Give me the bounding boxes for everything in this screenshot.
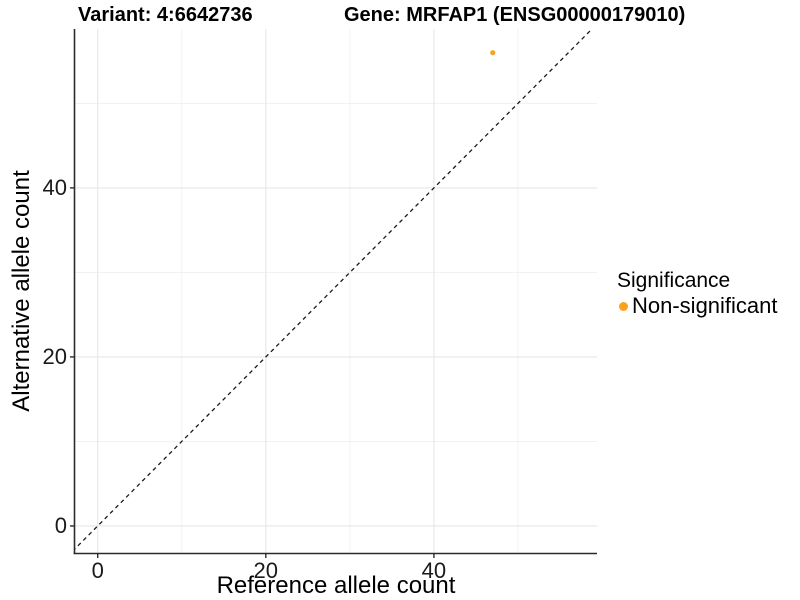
x-axis-title: Reference allele count <box>216 572 456 599</box>
legend-entry-label: Non-significant <box>632 293 778 318</box>
y-axis-title: Alternative allele count <box>8 170 35 412</box>
legend-entry: Non-significant <box>615 294 778 318</box>
gene-title: Gene: MRFAP1 (ENSG00000179010) <box>344 4 686 26</box>
y-tick-label: 40 <box>42 174 67 200</box>
legend-point-icon <box>618 301 628 311</box>
legend-title: Significance <box>617 269 731 292</box>
y-tick-label: 20 <box>42 343 67 369</box>
x-tick-label: 0 <box>91 558 104 583</box>
x-tick-label: 20 <box>253 558 279 583</box>
y-tick-label: 0 <box>54 512 67 538</box>
legend-key <box>615 301 631 311</box>
variant-title: Variant: 4:6642736 <box>78 4 253 26</box>
data-point <box>490 50 496 56</box>
legend: Significance Non-significant <box>615 268 778 318</box>
x-tick-label: 40 <box>421 558 447 583</box>
